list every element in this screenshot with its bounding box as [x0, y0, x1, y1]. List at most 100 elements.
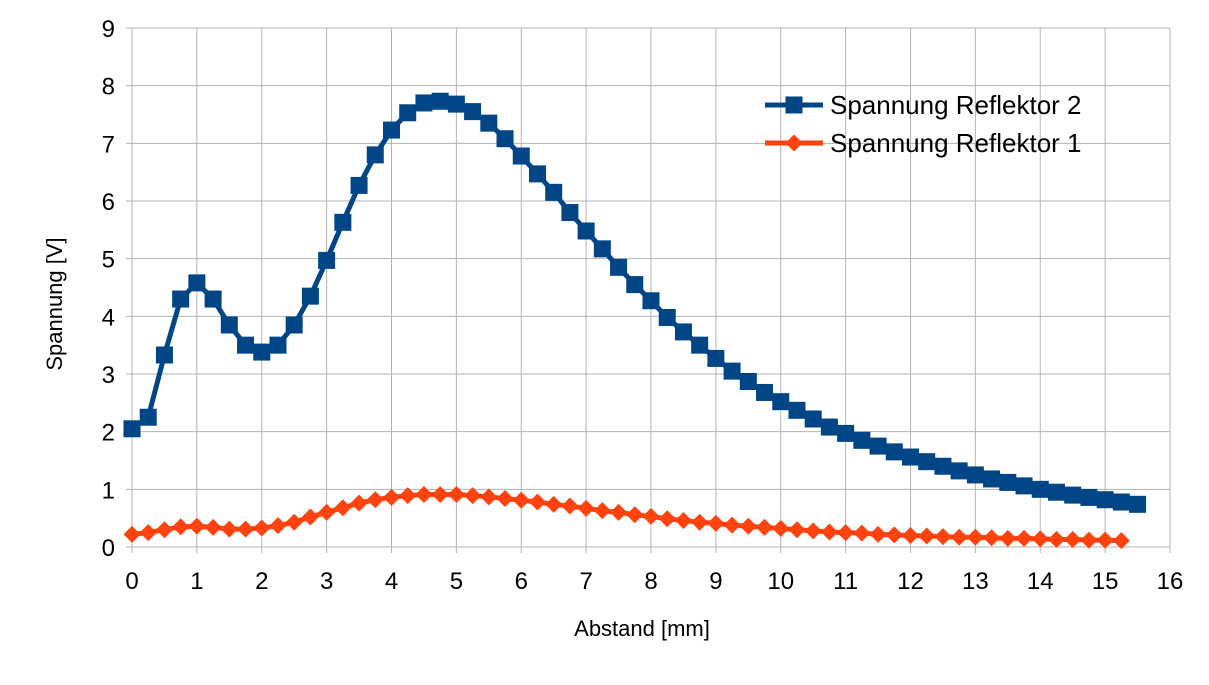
data-point	[301, 508, 319, 526]
data-point	[658, 510, 676, 528]
legend-swatch-marker	[785, 134, 803, 152]
data-point	[172, 290, 190, 308]
data-point	[918, 453, 936, 471]
data-point	[756, 518, 774, 536]
data-point	[155, 346, 173, 364]
data-point	[155, 521, 173, 539]
data-point	[707, 514, 725, 532]
data-point	[756, 383, 774, 401]
data-point	[1112, 532, 1130, 550]
series-layer	[123, 92, 1147, 550]
data-point	[123, 420, 141, 438]
data-point	[869, 525, 887, 543]
data-point	[804, 410, 822, 428]
data-point	[1047, 531, 1065, 549]
data-point	[950, 462, 968, 480]
data-point	[415, 486, 433, 504]
data-point	[983, 529, 1001, 547]
data-point	[220, 316, 238, 334]
data-point	[447, 486, 465, 504]
data-point	[739, 372, 757, 390]
data-point	[1112, 493, 1130, 511]
data-point	[1080, 488, 1098, 506]
data-point	[188, 274, 206, 292]
y-axis-title: Spannung [V]	[42, 237, 67, 370]
data-point	[691, 336, 709, 354]
data-point	[788, 521, 806, 539]
data-point	[723, 362, 741, 380]
data-point	[869, 437, 887, 455]
data-point	[237, 336, 255, 354]
data-point	[447, 95, 465, 113]
data-point	[1080, 531, 1098, 549]
x-tick-label: 11	[833, 568, 858, 595]
data-point	[610, 258, 628, 276]
y-tick-label: 1	[102, 477, 115, 504]
legend-entry-2: Spannung Reflektor 1	[765, 128, 1082, 158]
data-point	[820, 418, 838, 436]
data-point	[918, 527, 936, 545]
x-tick-label: 8	[644, 568, 657, 595]
x-tick-label: 14	[1027, 568, 1054, 595]
data-point	[139, 408, 157, 426]
x-tick-label: 1	[190, 568, 203, 595]
data-point	[350, 176, 368, 194]
y-tick-label: 3	[102, 362, 115, 389]
data-point	[172, 518, 190, 536]
data-point	[934, 457, 952, 475]
data-point	[626, 506, 644, 524]
data-point	[577, 222, 595, 240]
x-axis-title: Abstand [mm]	[574, 616, 710, 641]
data-point	[512, 147, 530, 165]
legend-label: Spannung Reflektor 1	[830, 128, 1082, 158]
data-point	[1031, 480, 1049, 498]
x-tick-label: 12	[897, 568, 924, 595]
y-tick-label: 6	[102, 189, 115, 216]
data-point	[772, 520, 790, 538]
data-point	[1031, 530, 1049, 548]
x-tick-label: 10	[767, 568, 794, 595]
data-point	[593, 240, 611, 258]
data-point	[1015, 477, 1033, 495]
legend-entry-1: Spannung Reflektor 2	[765, 90, 1082, 120]
data-point	[934, 528, 952, 546]
data-point	[318, 503, 336, 521]
data-point	[561, 497, 579, 515]
data-point	[545, 183, 563, 201]
data-point	[577, 499, 595, 517]
data-point	[999, 473, 1017, 491]
data-point	[950, 528, 968, 546]
y-tick-label: 2	[102, 420, 115, 447]
data-point	[561, 204, 579, 222]
data-point	[464, 487, 482, 505]
data-point	[301, 287, 319, 305]
data-point	[139, 524, 157, 542]
data-point	[983, 470, 1001, 488]
data-point	[334, 499, 352, 517]
data-point	[610, 503, 628, 521]
data-point	[772, 393, 790, 411]
data-point	[512, 491, 530, 509]
data-point	[285, 316, 303, 334]
data-point	[480, 114, 498, 132]
legend-swatch-marker	[785, 96, 803, 114]
data-point	[902, 448, 919, 466]
data-point	[318, 251, 336, 269]
data-point	[1129, 495, 1147, 513]
data-point	[269, 517, 287, 535]
data-point	[674, 323, 692, 341]
data-point	[1096, 491, 1114, 509]
y-tick-label: 4	[102, 304, 115, 331]
legend-label: Spannung Reflektor 2	[830, 90, 1082, 120]
data-point	[723, 516, 741, 534]
series-2	[123, 486, 1130, 550]
data-point	[415, 94, 433, 112]
data-point	[885, 443, 903, 461]
data-point	[123, 525, 141, 543]
data-point	[528, 165, 546, 183]
data-point	[220, 520, 238, 538]
data-point	[885, 526, 903, 544]
data-point	[593, 502, 611, 520]
